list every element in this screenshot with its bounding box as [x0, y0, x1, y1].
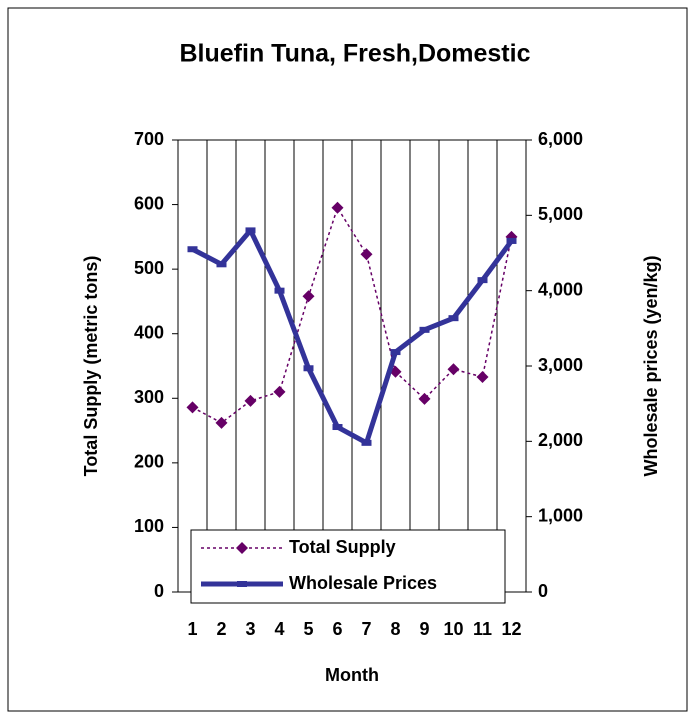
- y2-axis-label: Wholesale prices (yen/kg): [641, 255, 661, 476]
- marker: [390, 349, 401, 356]
- chart-title: Bluefin Tuna, Fresh,Domestic: [180, 40, 531, 68]
- legend-marker: [237, 581, 247, 587]
- marker: [186, 401, 199, 414]
- x-axis-label: Month: [325, 665, 379, 685]
- x-tick-label: 12: [501, 619, 521, 639]
- marker: [476, 370, 489, 383]
- legend-box: [190, 529, 506, 604]
- marker: [187, 246, 198, 253]
- y-tick-label: 600: [134, 193, 164, 213]
- x-tick-label: 2: [216, 619, 226, 639]
- y-tick-label: 0: [154, 581, 164, 601]
- x-tick-label: 5: [303, 619, 313, 639]
- marker: [448, 315, 459, 322]
- legend-label: Total Supply: [289, 537, 396, 557]
- x-tick-label: 7: [361, 619, 371, 639]
- marker: [331, 201, 344, 214]
- series-line: [191, 227, 514, 446]
- marker: [477, 277, 488, 284]
- y2-tick-label: 5,000: [538, 204, 583, 224]
- y2-tick-label: 6,000: [538, 129, 583, 149]
- y-tick-label: 500: [134, 258, 164, 278]
- y-tick-label: 700: [134, 129, 164, 149]
- legend-label: Wholesale Prices: [289, 573, 437, 593]
- y-tick-label: 400: [134, 322, 164, 342]
- marker: [215, 416, 228, 429]
- y-tick-label: 200: [134, 452, 164, 472]
- y2-tick-label: 1,000: [538, 505, 583, 525]
- marker: [506, 237, 517, 244]
- x-tick-label: 1: [187, 619, 197, 639]
- marker: [360, 248, 373, 261]
- y-tick-label: 100: [134, 516, 164, 536]
- marker: [302, 290, 315, 303]
- marker: [245, 227, 256, 234]
- x-tick-label: 10: [443, 619, 463, 639]
- y-tick-label: 300: [134, 387, 164, 407]
- chart-border: [7, 7, 688, 712]
- y2-tick-label: 3,000: [538, 355, 583, 375]
- y2-tick-label: 4,000: [538, 279, 583, 299]
- marker: [216, 261, 227, 268]
- marker: [303, 365, 314, 372]
- legend-marker: [236, 542, 248, 554]
- series-line: [192, 207, 513, 424]
- x-tick-label: 3: [245, 619, 255, 639]
- x-tick-label: 8: [390, 619, 400, 639]
- y-axis-label: Total Supply (metric tons): [81, 256, 101, 477]
- x-tick-label: 9: [419, 619, 429, 639]
- marker: [274, 287, 285, 294]
- marker: [273, 385, 286, 398]
- marker: [419, 326, 430, 333]
- x-tick-label: 6: [332, 619, 342, 639]
- marker: [447, 363, 460, 376]
- y2-tick-label: 2,000: [538, 430, 583, 450]
- x-tick-label: 11: [473, 619, 492, 639]
- x-tick-label: 4: [274, 619, 284, 639]
- marker: [244, 394, 257, 407]
- marker: [332, 424, 343, 431]
- marker: [418, 392, 431, 405]
- marker: [361, 439, 372, 446]
- y2-tick-label: 0: [538, 581, 548, 601]
